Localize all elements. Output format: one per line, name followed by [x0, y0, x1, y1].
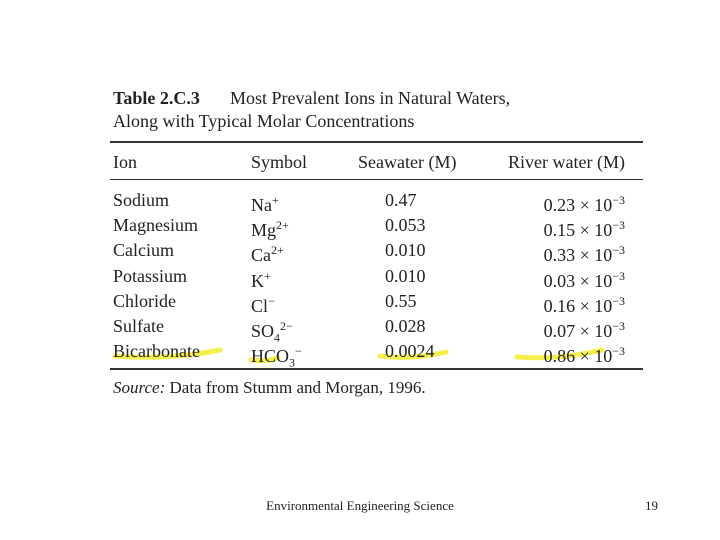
symbol-sup: 2+ [276, 218, 289, 233]
rule [110, 179, 643, 180]
symbol-base: SO [251, 321, 275, 341]
river-mantissa: 0.16 × 10 [543, 295, 613, 316]
symbol-sup: + [264, 268, 271, 283]
river-mantissa: 0.33 × 10 [543, 245, 613, 266]
river-exp: −3 [612, 218, 625, 233]
header: Seawater (M) [358, 152, 457, 172]
symbol: Cl− [251, 291, 275, 316]
river-exp: −3 [612, 319, 625, 333]
symbol-sup: − [295, 344, 302, 359]
seawater: 0.0024 [385, 341, 435, 362]
symbol-sup: 2− [280, 319, 293, 333]
symbol-sub: 3 [289, 355, 296, 370]
table-title: Along with Typical Molar Concentrations [113, 111, 415, 131]
ion: Sulfate [113, 316, 164, 336]
symbol-sup: 2+ [271, 243, 284, 258]
seawater: 0.028 [385, 316, 426, 336]
ion: Potassium [113, 265, 188, 286]
seawater: 0.010 [385, 240, 426, 261]
symbol-base: Cl [251, 295, 269, 316]
symbol-base: Mg [251, 220, 277, 241]
river-mantissa: 0.03 × 10 [543, 270, 613, 291]
symbol: K+ [251, 266, 271, 291]
table-label: Table 2.C.3 [113, 88, 200, 108]
ion: Bicarbonate [113, 341, 200, 362]
river: 0.03 × 10−3 [544, 266, 625, 291]
symbol-base: K [251, 270, 264, 291]
river-mantissa: 0.86 × 10 [543, 346, 613, 367]
header: Symbol [251, 152, 308, 172]
symbol: Na+ [251, 190, 279, 215]
rule [110, 141, 643, 143]
river-mantissa: 0.15 × 10 [543, 220, 613, 241]
header: Ion [113, 152, 137, 172]
river: 0.07 × 10−3 [544, 316, 625, 341]
seawater: 0.47 [385, 190, 417, 210]
symbol: SO42− [251, 316, 293, 348]
highlight [377, 349, 449, 360]
river: 0.23 × 10−3 [544, 190, 625, 215]
river-mantissa: 0.23 × 10 [543, 195, 613, 215]
river-mantissa: 0.07 × 10 [543, 321, 613, 341]
river-exp: −3 [612, 293, 625, 308]
ion: Chloride [113, 290, 176, 311]
table-title: Most Prevalent Ions in Natural Waters, [230, 88, 511, 108]
highlight [112, 347, 223, 360]
symbol-base: Na [251, 195, 272, 215]
river-exp: −3 [612, 344, 625, 359]
source: Source: Data from Stumm and Morgan, 1996… [113, 378, 426, 398]
symbol-sub: 4 [274, 330, 281, 345]
ion: Sodium [113, 190, 170, 210]
symbol: Ca2+ [251, 240, 284, 265]
symbol-base: HCO [251, 346, 290, 367]
symbol-sup: − [268, 293, 275, 308]
ion: Magnesium [113, 215, 198, 236]
symbol-base: Ca [251, 245, 271, 266]
river-exp: −3 [612, 243, 625, 258]
header: River water (M) [508, 152, 625, 172]
source-label: Source: [113, 378, 166, 397]
footer-title: Environmental Engineering Science [266, 498, 454, 513]
river: 0.86 × 10−3 [544, 341, 625, 366]
symbol-sup: + [272, 193, 279, 207]
seawater: 0.053 [385, 215, 426, 236]
source-text: Data from Stumm and Morgan, 1996. [169, 378, 426, 397]
river-exp: −3 [612, 268, 625, 283]
river-exp: −3 [612, 193, 625, 207]
page-number: 19 [645, 498, 658, 513]
river: 0.33 × 10−3 [544, 240, 625, 265]
ion: Calcium [113, 240, 174, 261]
river: 0.16 × 10−3 [544, 291, 625, 316]
highlight [248, 355, 281, 364]
symbol: HCO3− [251, 341, 302, 373]
river: 0.15 × 10−3 [544, 215, 625, 240]
seawater: 0.55 [385, 290, 417, 311]
highlight [514, 347, 605, 361]
rule [110, 368, 643, 370]
seawater: 0.010 [385, 265, 426, 286]
symbol: Mg2+ [251, 215, 289, 240]
